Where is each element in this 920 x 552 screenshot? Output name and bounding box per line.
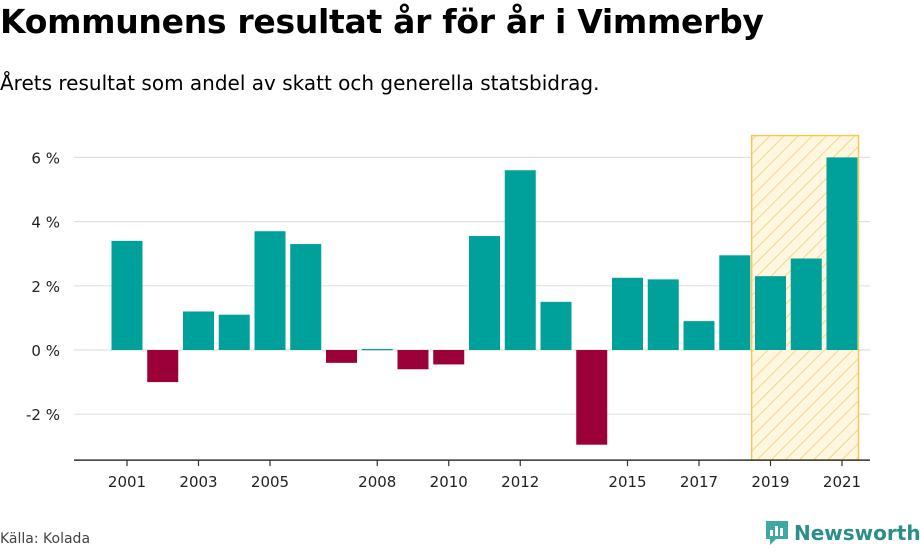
- brand-logo: Newsworthy: [764, 519, 920, 547]
- x-tick-label: 2012: [501, 473, 539, 491]
- bar-2018: [719, 255, 751, 350]
- bar-2020: [790, 258, 822, 350]
- x-tick-label: 2010: [430, 473, 468, 491]
- x-tick-label: 2008: [358, 473, 396, 491]
- bar-2002: [147, 350, 179, 383]
- bar-2013: [540, 301, 572, 350]
- x-tick-label: 2001: [108, 473, 146, 491]
- y-tick-label: 4 %: [31, 214, 60, 232]
- newsworthy-logo-icon: [766, 521, 788, 545]
- bar-2012: [504, 170, 536, 350]
- brand-name: Newsworthy: [794, 521, 920, 545]
- y-tick-label: -2 %: [26, 406, 60, 424]
- bar-2011: [469, 236, 500, 350]
- y-tick-label: 0 %: [31, 342, 60, 360]
- x-tick-label: 2019: [751, 473, 789, 491]
- bar-2006: [290, 244, 322, 350]
- bar-2019: [755, 276, 786, 350]
- bar-2010: [433, 350, 465, 365]
- chart-subtitle: Årets resultat som andel av skatt och ge…: [0, 71, 600, 95]
- bar-2015: [612, 277, 643, 350]
- bar-2003: [183, 311, 214, 350]
- x-tick-label: 2015: [608, 473, 646, 491]
- bar-2009: [397, 350, 429, 370]
- x-tick-label: 2003: [179, 473, 217, 491]
- source-note: Källa: Kolada: [0, 531, 91, 547]
- chart-title: Kommunens resultat år för år i Vimmerby: [0, 2, 764, 41]
- bar-2021: [826, 157, 858, 350]
- bar-2014: [576, 350, 608, 445]
- bar-2008: [361, 349, 393, 351]
- x-tick-label: 2005: [251, 473, 289, 491]
- bar-2017: [683, 321, 715, 350]
- bar-2007: [326, 350, 357, 363]
- y-tick-label: 6 %: [31, 149, 60, 167]
- bar-2016: [647, 279, 679, 350]
- bar-2005: [254, 231, 286, 350]
- bar-2004: [218, 314, 250, 350]
- bar-2001: [111, 240, 143, 350]
- x-tick-label: 2017: [680, 473, 718, 491]
- x-tick-label: 2021: [823, 473, 861, 491]
- y-tick-label: 2 %: [31, 278, 60, 296]
